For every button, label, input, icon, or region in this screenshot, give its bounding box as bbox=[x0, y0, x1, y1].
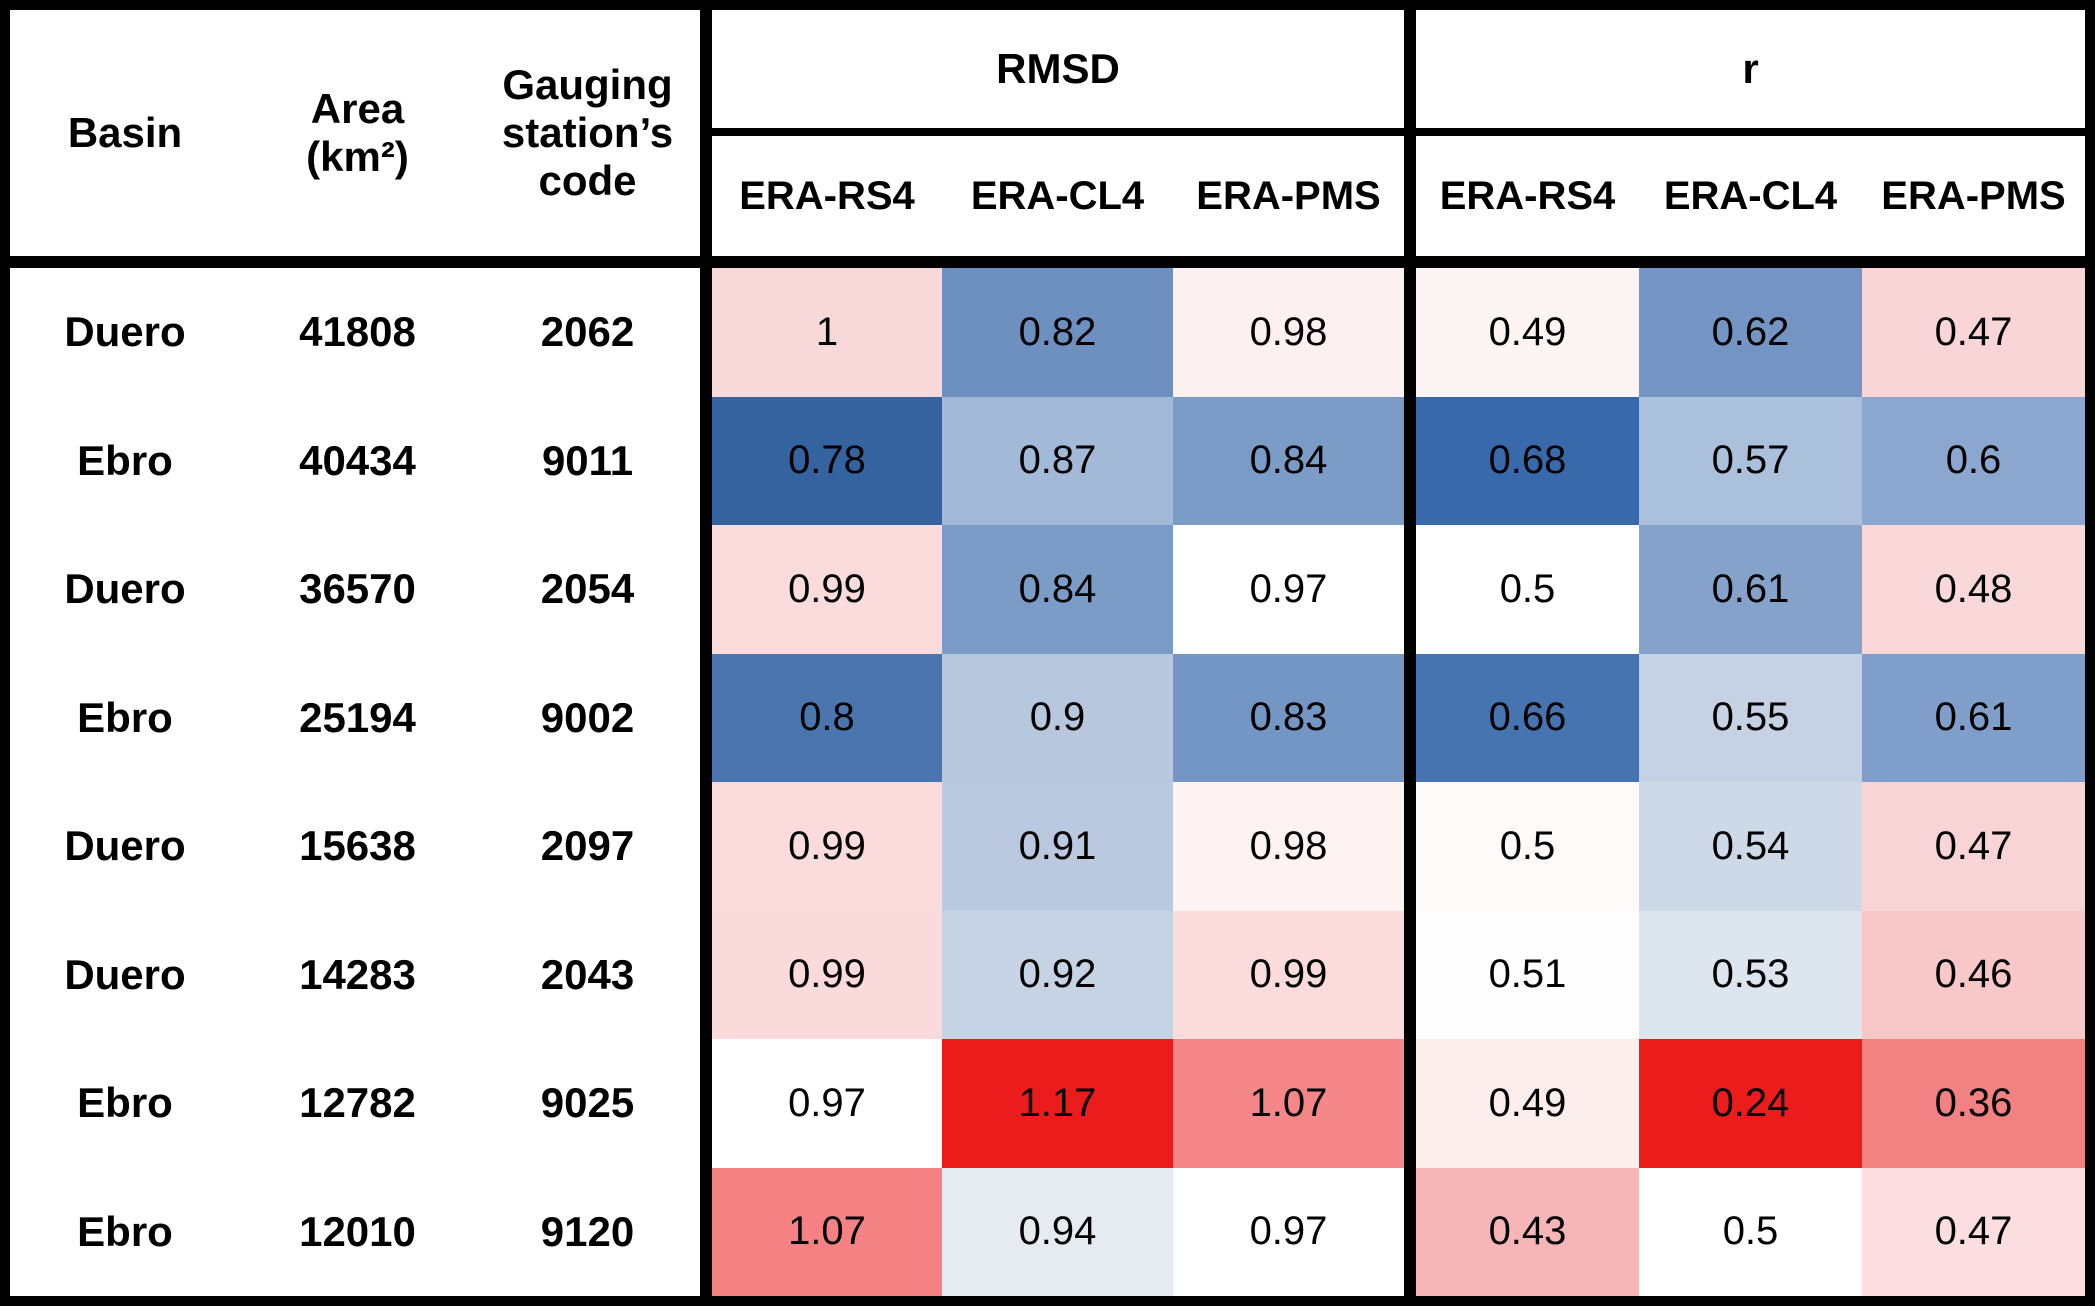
group-header-rmsd: RMSD bbox=[996, 44, 1120, 92]
r-header-underline bbox=[1416, 128, 2085, 136]
area-cell: 36570 bbox=[299, 565, 416, 613]
rmsd-value-cell: 1 bbox=[712, 268, 942, 397]
subheader-rmsd-era-rs4: ERA-RS4 bbox=[739, 173, 915, 218]
rmsd-value-cell: 0.97 bbox=[1173, 1167, 1404, 1296]
rmsd-value-cell: 0.84 bbox=[942, 525, 1173, 654]
r-value-cell: 0.61 bbox=[1639, 525, 1862, 654]
header-area: Area (km²) bbox=[306, 84, 409, 180]
r-value-cell: 0.62 bbox=[1639, 268, 1862, 397]
station-code-cell: 9011 bbox=[541, 436, 634, 484]
r-value-cell: 0.5 bbox=[1416, 525, 1639, 654]
r-value-cell: 0.47 bbox=[1862, 268, 2085, 397]
r-value-cell: 0.66 bbox=[1416, 653, 1639, 782]
area-cell: 14283 bbox=[299, 950, 416, 998]
rmsd-value-cell: 0.98 bbox=[1173, 268, 1404, 397]
rmsd-value-cell: 1.07 bbox=[1173, 1039, 1404, 1168]
subheader-rmsd-era-pms: ERA-PMS bbox=[1196, 173, 1381, 218]
rmsd-value-cell: 0.99 bbox=[712, 910, 942, 1039]
rmsd-value-cell: 0.83 bbox=[1173, 653, 1404, 782]
r-value-cell: 0.53 bbox=[1639, 910, 1862, 1039]
basin-cell: Ebro bbox=[77, 1079, 173, 1127]
r-value-cell: 0.24 bbox=[1639, 1039, 1862, 1168]
area-cell: 12010 bbox=[299, 1207, 416, 1255]
station-code-cell: 9002 bbox=[540, 693, 635, 741]
rmsd-value-cell: 0.78 bbox=[712, 396, 942, 525]
rmsd-value-cell: 0.8 bbox=[712, 653, 942, 782]
subheader-r-era-cl4: ERA-CL4 bbox=[1663, 173, 1838, 218]
rmsd-value-cell: 0.9 bbox=[942, 653, 1173, 782]
basin-cell: Duero bbox=[64, 950, 186, 998]
basin-cell: Duero bbox=[64, 822, 186, 870]
rmsd-value-cell: 0.97 bbox=[712, 1039, 942, 1168]
rmsd-value-cell: 1.17 bbox=[942, 1039, 1173, 1168]
r-value-cell: 0.6 bbox=[1862, 396, 2085, 525]
station-code-cell: 9120 bbox=[540, 1207, 635, 1255]
rmsd-value-cell: 0.94 bbox=[942, 1167, 1173, 1296]
basin-cell: Ebro bbox=[77, 1207, 173, 1255]
r-value-cell: 0.47 bbox=[1862, 782, 2085, 911]
r-value-cell: 0.54 bbox=[1639, 782, 1862, 911]
rmsd-value-cell: 0.97 bbox=[1173, 525, 1404, 654]
vertical-divider-right bbox=[1404, 10, 1416, 1296]
rmsd-value-cell: 1.07 bbox=[712, 1167, 942, 1296]
r-value-cell: 0.5 bbox=[1416, 782, 1639, 911]
r-value-cell: 0.68 bbox=[1416, 396, 1639, 525]
r-value-cell: 0.36 bbox=[1862, 1039, 2085, 1168]
station-code-cell: 2097 bbox=[540, 822, 635, 870]
r-value-cell: 0.47 bbox=[1862, 1167, 2085, 1296]
r-value-cell: 0.48 bbox=[1862, 525, 2085, 654]
basin-cell: Duero bbox=[64, 308, 186, 356]
r-value-cell: 0.49 bbox=[1416, 1039, 1639, 1168]
rmsd-header-underline bbox=[712, 128, 1404, 136]
rmsd-value-cell: 0.99 bbox=[712, 525, 942, 654]
rmsd-value-cell: 0.98 bbox=[1173, 782, 1404, 911]
header-separator bbox=[10, 256, 2085, 268]
rmsd-value-cell: 0.84 bbox=[1173, 396, 1404, 525]
station-code-cell: 2043 bbox=[540, 950, 635, 998]
area-cell: 12782 bbox=[299, 1079, 416, 1127]
r-value-cell: 0.49 bbox=[1416, 268, 1639, 397]
subheader-r-era-pms: ERA-PMS bbox=[1881, 173, 2066, 218]
area-cell: 25194 bbox=[299, 693, 416, 741]
r-value-cell: 0.43 bbox=[1416, 1167, 1639, 1296]
station-code-cell: 9025 bbox=[540, 1079, 635, 1127]
rmsd-value-cell: 0.91 bbox=[942, 782, 1173, 911]
subheader-r-era-rs4: ERA-RS4 bbox=[1439, 173, 1616, 218]
r-value-cell: 0.46 bbox=[1862, 910, 2085, 1039]
header-station-code: Gauging station’s code bbox=[501, 60, 674, 205]
rmsd-value-cell: 0.87 bbox=[942, 396, 1173, 525]
rmsd-value-cell: 0.82 bbox=[942, 268, 1173, 397]
station-code-cell: 2062 bbox=[540, 308, 635, 356]
r-value-cell: 0.55 bbox=[1639, 653, 1862, 782]
group-header-r: r bbox=[1742, 44, 1759, 92]
r-value-cell: 0.51 bbox=[1416, 910, 1639, 1039]
r-value-cell: 0.57 bbox=[1639, 396, 1862, 525]
r-value-cell: 0.61 bbox=[1862, 653, 2085, 782]
basin-cell: Ebro bbox=[77, 693, 173, 741]
rmsd-value-cell: 0.99 bbox=[712, 782, 942, 911]
station-code-cell: 2054 bbox=[540, 565, 635, 613]
basin-cell: Duero bbox=[64, 565, 186, 613]
area-cell: 15638 bbox=[299, 822, 416, 870]
basin-cell: Ebro bbox=[77, 436, 173, 484]
area-cell: 41808 bbox=[299, 308, 416, 356]
r-value-cell: 0.5 bbox=[1639, 1167, 1862, 1296]
area-cell: 40434 bbox=[299, 436, 416, 484]
rmsd-value-cell: 0.99 bbox=[1173, 910, 1404, 1039]
header-basin: Basin bbox=[67, 108, 183, 156]
rmsd-value-cell: 0.92 bbox=[942, 910, 1173, 1039]
subheader-rmsd-era-cl4: ERA-CL4 bbox=[970, 173, 1145, 218]
vertical-divider-left bbox=[700, 10, 712, 1296]
